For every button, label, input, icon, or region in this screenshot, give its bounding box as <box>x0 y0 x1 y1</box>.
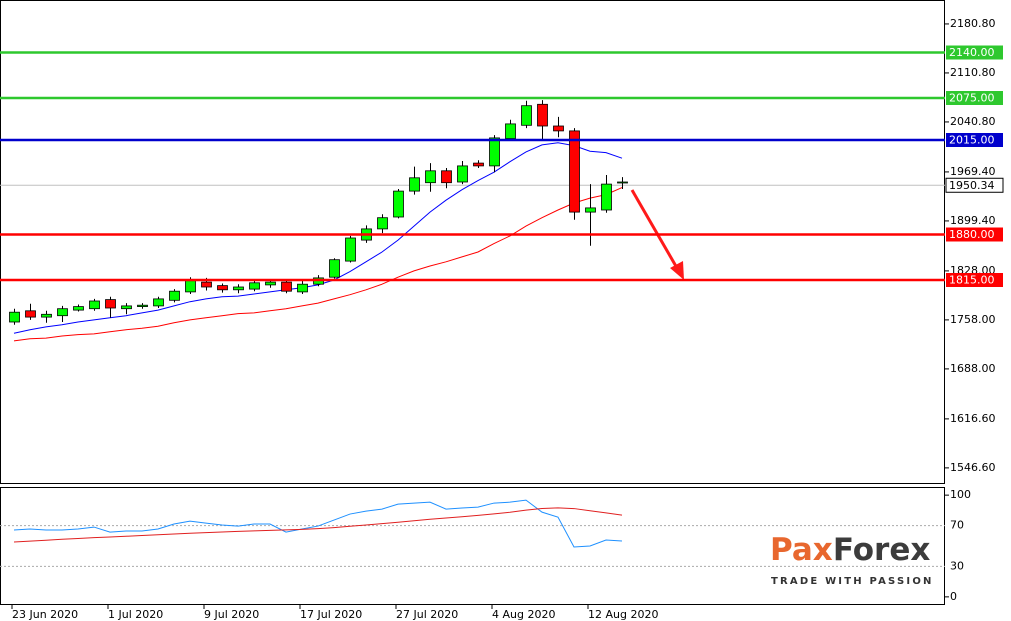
candle-body <box>25 310 36 318</box>
indicator-tick-label: 70 <box>950 519 964 532</box>
candle-body <box>89 300 100 310</box>
level-label-box <box>946 91 1003 105</box>
candle-body <box>441 170 452 184</box>
indicator-tick-label: 100 <box>950 488 971 501</box>
candle-body <box>505 123 516 140</box>
y-tick-label: 1969.40 <box>950 165 996 178</box>
x-tick-label: 4 Aug 2020 <box>492 608 555 621</box>
y-tick-label: 1899.40 <box>950 214 996 227</box>
x-tick-label: 12 Aug 2020 <box>588 608 658 621</box>
candle-body <box>281 281 292 292</box>
candle-body <box>9 311 20 323</box>
candle-body <box>393 190 404 218</box>
level-label: 2075.00 <box>949 92 995 105</box>
candle-body <box>329 259 340 278</box>
level-label: 2140.00 <box>949 46 995 59</box>
y-tick-label: 1616.60 <box>950 412 996 425</box>
candle-body <box>169 290 180 301</box>
candle-body <box>105 299 116 309</box>
x-tick-label: 17 Jul 2020 <box>300 608 362 621</box>
candle-body <box>537 103 548 127</box>
candle-body <box>265 281 276 286</box>
moving-average <box>13 187 623 342</box>
candle-body <box>233 286 244 291</box>
level-label-box <box>946 227 1003 242</box>
candle-body <box>201 281 212 288</box>
indicator-line <box>13 499 623 548</box>
candle-body <box>409 177 420 192</box>
candle-body <box>553 125 564 132</box>
x-tick-label: 27 Jul 2020 <box>396 608 458 621</box>
indicator-tick-label: 30 <box>950 559 964 572</box>
candle-body <box>249 282 260 290</box>
y-tick-label: 2040.80 <box>950 115 996 128</box>
candle-body <box>521 105 532 126</box>
candle-body <box>345 237 356 262</box>
current-price-box <box>945 177 1004 193</box>
candle-body <box>425 170 436 184</box>
candle-body <box>73 306 84 311</box>
level-label-box <box>946 133 1003 147</box>
candle-body <box>585 207 596 213</box>
candle-body <box>489 137 500 167</box>
candle-body <box>121 305 132 310</box>
candle-body <box>57 308 68 317</box>
arrow-shaft <box>630 189 679 269</box>
y-tick-label: 2110.80 <box>950 66 996 79</box>
candle-body <box>601 183 612 211</box>
level-label-box <box>946 45 1003 60</box>
candle-body <box>473 162 484 167</box>
candle-body <box>185 280 196 293</box>
logo-part: Forex <box>833 532 931 568</box>
logo-tagline: TRADE WITH PASSION <box>771 576 934 587</box>
main-pane <box>0 0 945 484</box>
x-tick-label: 9 Jul 2020 <box>204 608 259 621</box>
candle-body <box>377 217 388 230</box>
candle-body <box>153 298 164 307</box>
y-tick-label: 1546.60 <box>950 461 996 474</box>
level-label: 1880.00 <box>949 228 995 241</box>
candle-body <box>41 313 52 318</box>
level-label: 2015.00 <box>949 134 995 147</box>
candle-body <box>217 285 228 291</box>
level-label: 1815.00 <box>949 274 995 287</box>
candle-body <box>617 181 628 184</box>
current-price-label: 1950.34 <box>949 179 995 192</box>
logo: PaxForex TRADE WITH PASSION <box>770 532 934 588</box>
candle-body <box>137 304 148 308</box>
logo-part: Pax <box>770 532 833 568</box>
indicator-line <box>13 507 623 543</box>
x-tick-label: 23 Jun 2020 <box>12 608 78 621</box>
candle-body <box>297 283 308 293</box>
x-tick-label: 1 Jul 2020 <box>108 608 163 621</box>
y-tick-label: 1688.00 <box>950 362 996 375</box>
indicator-tick-label: 0 <box>950 590 957 603</box>
forecast-arrow <box>630 189 684 280</box>
candle-body <box>569 130 580 213</box>
candle-body <box>457 165 468 183</box>
level-label-box <box>946 273 1003 287</box>
y-tick-label: 2180.80 <box>950 17 996 30</box>
logo-text: PaxForex <box>770 532 930 568</box>
y-tick-label: 1758.00 <box>950 313 996 326</box>
arrow-head <box>670 261 684 280</box>
